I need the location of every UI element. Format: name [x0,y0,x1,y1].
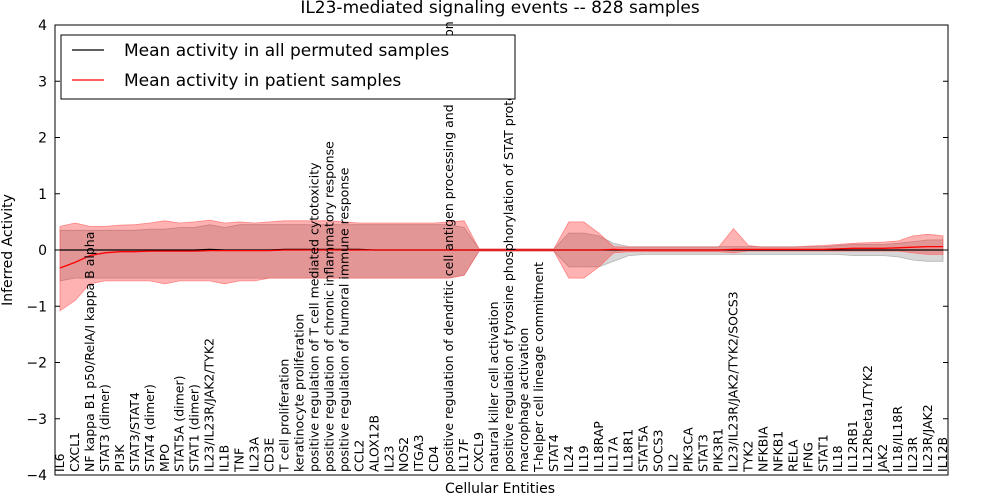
x-tick-label: CXCL9 [471,432,486,472]
x-tick-label: CCL2 [351,440,366,472]
x-tick-label: IL23R [905,436,920,472]
legend-box [60,34,516,100]
x-tick-label: PI3K [112,444,127,472]
x-tick-label: T cell proliferation [277,359,292,473]
chart-title: IL23-mediated signaling events -- 828 sa… [300,0,700,18]
x-tick-label: natural killer cell activation [486,301,501,472]
x-tick-label: IL23/IL23R/JAK2/TYK2 [202,338,217,472]
x-tick-label: JAK2 [875,444,890,473]
x-tick-label: SOCS3 [651,430,666,472]
x-tick-label: STAT3 (dimer) [97,384,112,472]
x-tick-label: STAT4 (dimer) [142,384,157,472]
x-tick-label: STAT3 [696,434,711,472]
x-tick-label: IL24 [561,445,576,472]
x-tick-label: IL12Rbeta1/TYK2 [860,365,875,472]
y-tick-label: −1 [26,299,47,315]
x-tick-label: IL17A [606,436,621,472]
y-tick-label: 0 [38,243,47,259]
x-tick-labels: IL6 CXCL1 NF kappa B1 p50/RelA/I kappa B a… [52,21,950,473]
x-tick-label: IL19 [576,445,591,472]
x-tick-label: STAT1 (dimer) [187,384,202,472]
x-tick-label: IL23 [381,445,396,472]
x-tick-label: NFKB1 [770,431,785,472]
y-tick-label: 4 [38,18,47,34]
confidence-bands [59,219,944,312]
x-tick-label: IL18R1 [621,429,636,472]
x-tick-label: macrophage activation [516,328,531,472]
x-tick-label: NF kappa B1 p50/RelA/I kappa B alpha [82,232,97,472]
x-tick-label: positive regulation of humoral immune re… [336,167,351,472]
legend-label-patient: Mean activity in patient samples [124,71,401,91]
x-tick-label: STAT4 [546,434,561,472]
x-tick-label: IL23/IL23R/JAK2/TYK2/SOCS3 [726,291,741,472]
x-tick-label: positive regulation of chronic inflammat… [321,141,336,472]
x-tick-label: IL12RB1 [845,420,860,472]
x-tick-label: ALOX12B [366,415,381,472]
y-tick-label: 2 [38,131,47,147]
x-tick-label: IL18 [830,445,845,472]
x-tick-label: IL23R/JAK2 [920,404,935,472]
x-tick-label: TNF [232,448,247,473]
x-tick-label: positive regulation of dendritic cell an… [441,21,456,472]
legend-label-permuted: Mean activity in all permuted samples [124,41,449,61]
y-tick-label: 3 [38,74,47,90]
x-tick-label: NOS2 [396,437,411,472]
x-tick-label: ITGA3 [411,434,426,472]
x-tick-label: STAT3/STAT4 [127,392,142,472]
x-tick-label: TYK2 [740,441,755,473]
x-tick-label: PIK3R1 [711,428,726,472]
y-tick-label: −3 [26,412,47,428]
x-tick-label: T-helper cell lineage commitment [531,262,546,473]
x-tick-label: STAT5A (dimer) [172,376,187,472]
x-tick-label: CD4 [426,446,441,472]
y-axis-label: Inferred Activity [0,194,16,306]
x-tick-label: IL18RAP [591,421,606,472]
x-tick-label: IL12B [935,437,950,472]
x-tick-label: PIK3CA [681,427,696,472]
y-tick-label: −4 [26,468,47,484]
y-axis: −4 −3 −2 −1 0 1 2 3 4 [26,18,948,484]
y-tick-label: 1 [38,187,47,203]
x-tick-label: STAT1 [815,434,830,472]
x-tick-label: IL1B [217,445,232,472]
x-tick-label: IFNG [800,442,815,472]
band-patient [59,219,944,312]
y-tick-label: −2 [26,356,47,372]
x-tick-label: CD3E [262,438,277,472]
x-tick-label: RELA [785,439,800,472]
series-lines [59,245,943,269]
x-tick-label: IL23A [247,436,262,472]
x-tick-label: IL6 [52,453,67,472]
x-tick-label: IL18/IL18R [890,406,905,472]
x-tick-label: CXCL1 [67,432,82,472]
x-tick-label: NFKBIA [755,426,770,472]
x-tick-label: IL2 [666,453,681,472]
x-axis-label: Cellular Entities [445,481,555,497]
x-tick-label: IL17F [456,438,471,472]
legend: Mean activity in all permuted samples Me… [60,34,516,100]
x-tick-label: keratinocyte proliferation [292,314,307,472]
x-tick-label: positive regulation of tyrosine phosphor… [501,82,516,472]
x-tick-label: STAT5A [636,425,651,472]
x-tick-label: MPO [157,444,172,472]
x-tick-label: positive regulation of T cell mediated c… [306,162,321,472]
series-line-patient [59,245,943,269]
